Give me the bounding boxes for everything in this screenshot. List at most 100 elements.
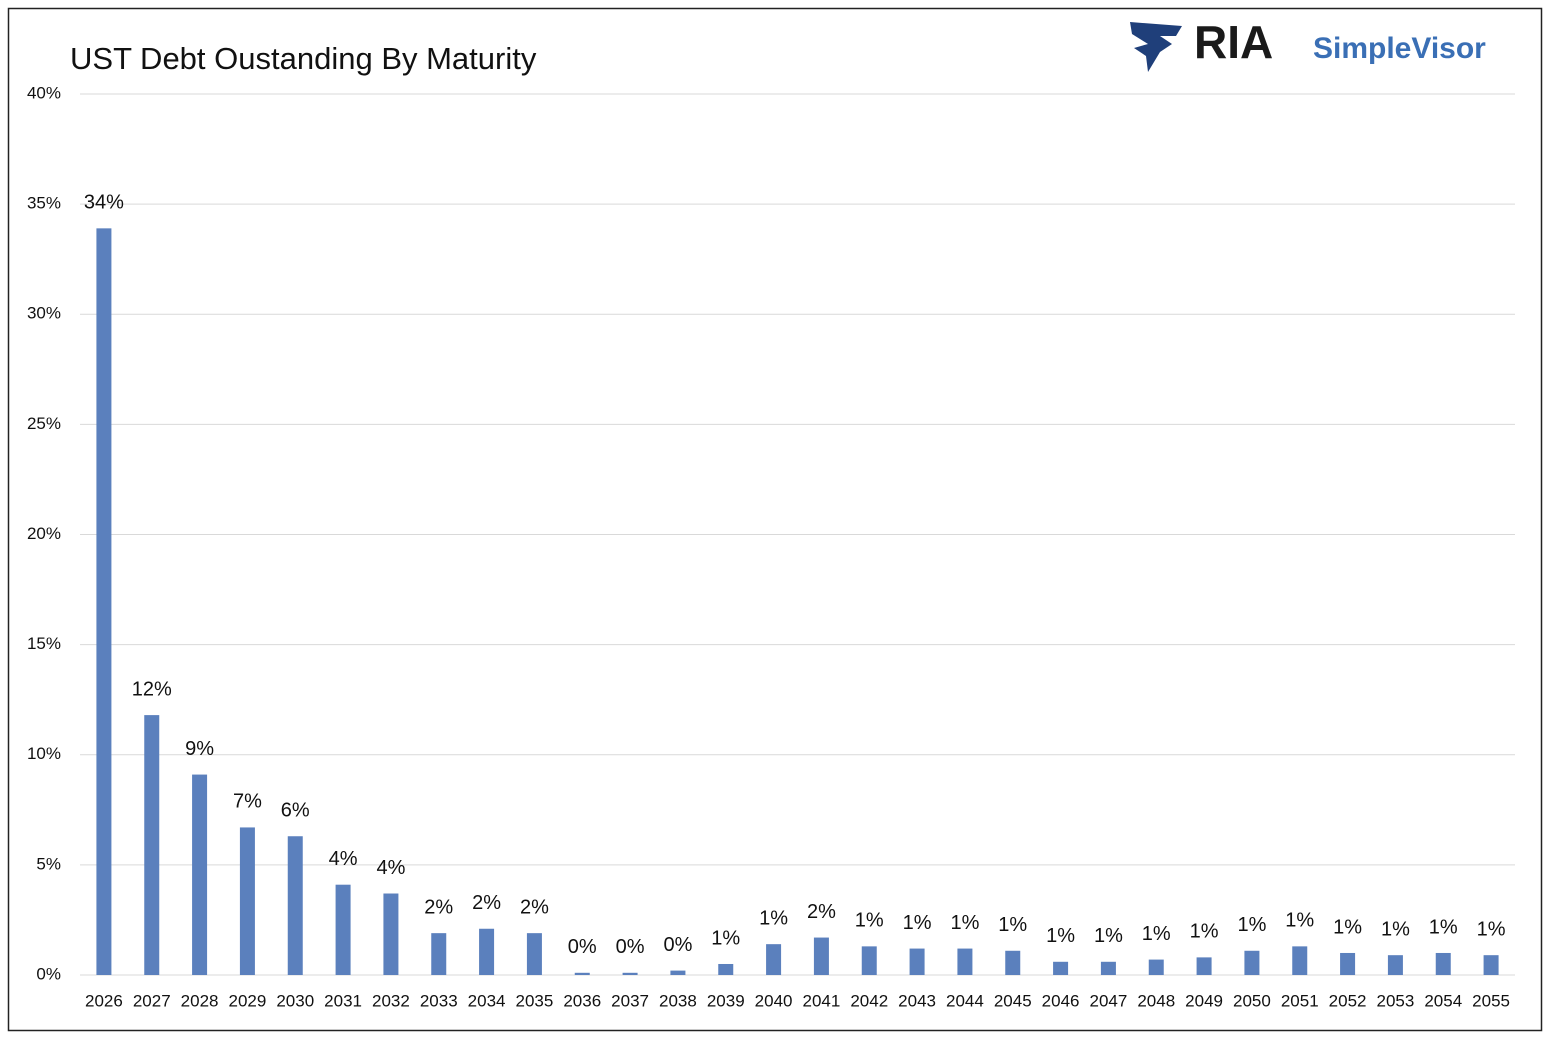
bar	[383, 893, 399, 975]
y-tick-label: 10%	[27, 744, 61, 763]
bar	[192, 774, 208, 975]
x-tick-label: 2041	[803, 991, 841, 1010]
value-label: 2%	[472, 892, 501, 914]
chart-title: UST Debt Oustanding By Maturity	[70, 41, 537, 76]
bar	[574, 972, 590, 975]
value-label: 1%	[1477, 918, 1506, 940]
bar	[670, 970, 686, 975]
x-tick-label: 2052	[1329, 991, 1367, 1010]
x-tick-label: 2047	[1090, 991, 1128, 1010]
x-tick-label: 2039	[707, 991, 745, 1010]
bar	[1148, 959, 1164, 975]
bar	[287, 836, 303, 975]
y-tick-label: 5%	[36, 854, 61, 873]
value-label: 4%	[376, 857, 405, 879]
value-label: 0%	[616, 936, 645, 958]
bar	[96, 228, 112, 976]
value-label: 7%	[233, 791, 262, 813]
bar	[144, 715, 160, 975]
value-label: 1%	[759, 907, 788, 929]
value-label: 34%	[84, 192, 124, 214]
logo-brand: RIA	[1194, 16, 1273, 68]
x-tick-label: 2036	[563, 991, 601, 1010]
x-tick-label: 2044	[946, 991, 984, 1010]
x-tick-label: 2030	[276, 991, 314, 1010]
value-label: 1%	[998, 914, 1027, 936]
value-label: 9%	[185, 738, 214, 760]
bar	[431, 933, 447, 975]
logo-product: SimpleVisor	[1313, 32, 1486, 65]
bar	[1340, 952, 1356, 975]
value-label: 1%	[1094, 925, 1123, 947]
bar	[479, 928, 495, 975]
x-tick-label: 2054	[1424, 991, 1462, 1010]
bar	[1053, 961, 1069, 975]
value-label: 1%	[711, 927, 740, 949]
value-label: 1%	[1381, 918, 1410, 940]
bar	[1100, 961, 1116, 975]
value-label: 1%	[1142, 923, 1171, 945]
bar	[622, 972, 638, 975]
value-label: 6%	[281, 800, 310, 822]
x-tick-label: 2040	[755, 991, 793, 1010]
x-tick-label: 2045	[994, 991, 1032, 1010]
x-tick-label: 2034	[468, 991, 506, 1010]
y-tick-label: 35%	[27, 194, 61, 213]
bar	[1435, 952, 1451, 975]
x-tick-label: 2046	[1042, 991, 1080, 1010]
value-label: 1%	[903, 912, 932, 934]
value-label: 0%	[663, 934, 692, 956]
x-tick-label: 2042	[850, 991, 888, 1010]
value-label: 1%	[1190, 921, 1219, 943]
y-tick-label: 25%	[27, 414, 61, 433]
x-tick-label: 2053	[1377, 991, 1415, 1010]
value-label: 2%	[520, 896, 549, 918]
x-tick-label: 2050	[1233, 991, 1271, 1010]
bar	[335, 884, 351, 975]
value-label: 1%	[1237, 914, 1266, 936]
value-label: 12%	[132, 678, 172, 700]
bar	[1292, 946, 1308, 975]
x-tick-label: 2035	[516, 991, 554, 1010]
value-label: 1%	[950, 912, 979, 934]
logo: RIA SimpleVisor	[1130, 16, 1486, 72]
x-tick-label: 2049	[1185, 991, 1223, 1010]
bar	[861, 946, 877, 975]
y-tick-label: 30%	[27, 304, 61, 323]
value-label: 1%	[855, 910, 884, 932]
value-label: 1%	[1046, 925, 1075, 947]
bar	[1005, 950, 1021, 975]
bar	[1196, 957, 1212, 975]
x-tick-label: 2028	[181, 991, 219, 1010]
value-label: 2%	[807, 901, 836, 923]
value-label: 4%	[329, 848, 358, 870]
bar	[239, 827, 255, 975]
value-label: 1%	[1285, 910, 1314, 932]
bar	[1483, 955, 1499, 975]
chart-frame	[7, 7, 1543, 1032]
y-tick-label: 20%	[27, 524, 61, 543]
x-tick-label: 2048	[1137, 991, 1175, 1010]
x-tick-label: 2026	[85, 991, 123, 1010]
value-label: 1%	[1429, 916, 1458, 938]
bar	[766, 944, 782, 975]
x-tick-label: 2032	[372, 991, 410, 1010]
x-tick-label: 2033	[420, 991, 458, 1010]
value-label: 1%	[1333, 916, 1362, 938]
x-tick-label: 2038	[659, 991, 697, 1010]
y-tick-label: 40%	[27, 83, 61, 102]
x-tick-label: 2029	[229, 991, 267, 1010]
x-tick-label: 2031	[324, 991, 362, 1010]
bar	[957, 948, 973, 975]
bar	[1387, 955, 1403, 975]
bar	[718, 963, 734, 975]
y-tick-label: 15%	[27, 634, 61, 653]
x-tick-label: 2051	[1281, 991, 1319, 1010]
x-tick-label: 2055	[1472, 991, 1510, 1010]
bar	[813, 937, 829, 975]
y-tick-label: 0%	[36, 964, 61, 983]
bar	[909, 948, 925, 975]
x-tick-label: 2027	[133, 991, 171, 1010]
value-label: 2%	[424, 896, 453, 918]
